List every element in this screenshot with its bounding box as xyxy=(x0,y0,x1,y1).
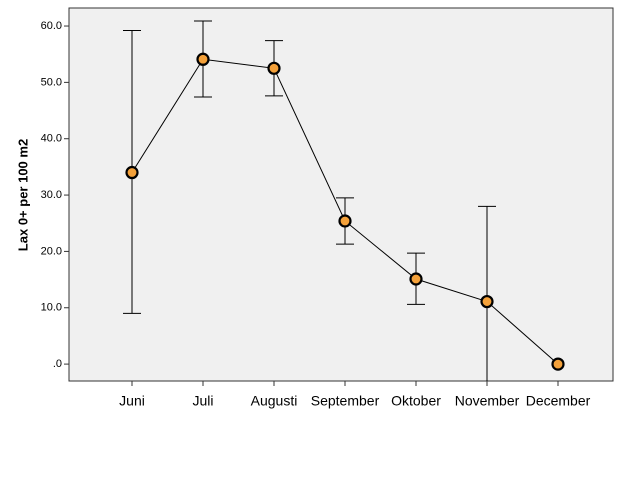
x-tick-label: September xyxy=(311,393,380,409)
y-tick-label: 20.0 xyxy=(41,245,62,257)
y-tick-label: .0 xyxy=(53,358,62,370)
x-tick-label: Juli xyxy=(192,393,213,409)
y-tick-label: 60.0 xyxy=(41,20,62,32)
y-tick-label: 40.0 xyxy=(41,133,62,145)
marker xyxy=(196,52,210,66)
y-tick-label: 50.0 xyxy=(41,76,62,88)
y-tick-label: 10.0 xyxy=(41,302,62,314)
x-tick-label: December xyxy=(526,393,591,409)
x-tick-label: Oktober xyxy=(391,393,441,409)
marker xyxy=(551,357,565,371)
marker xyxy=(267,61,281,75)
x-tick-label: November xyxy=(455,393,520,409)
plot-area xyxy=(68,7,614,382)
x-tick-label: Augusti xyxy=(251,393,298,409)
x-tick-label: Juni xyxy=(119,393,145,409)
marker xyxy=(480,294,494,309)
marker xyxy=(409,272,423,286)
series xyxy=(123,20,565,381)
marker xyxy=(338,214,352,228)
marker xyxy=(125,165,139,180)
y-tick-label: 30.0 xyxy=(41,189,62,201)
y-axis-label: Lax 0+ per 100 m2 xyxy=(15,139,30,251)
